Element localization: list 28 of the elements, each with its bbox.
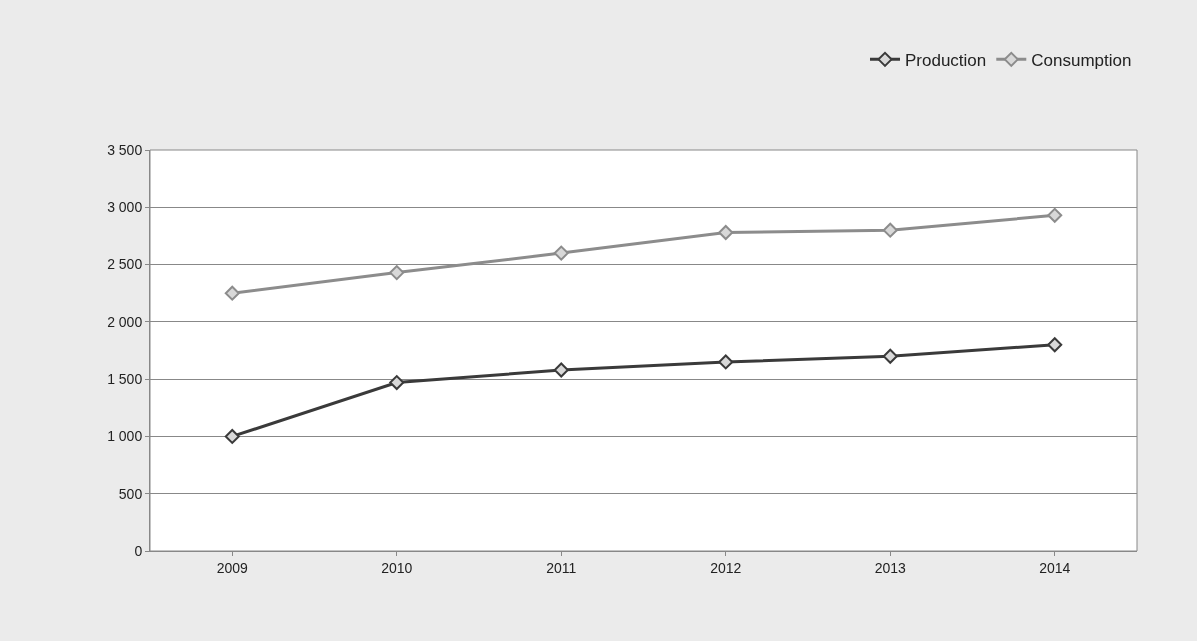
x-tick-label: 2011: [546, 559, 577, 576]
y-tick-label: 3 000: [107, 199, 143, 216]
legend-label: Production: [905, 51, 987, 70]
legend-label: Consumption: [1031, 51, 1132, 70]
point: [224, 285, 240, 301]
point: [718, 224, 734, 240]
x-tick-label: 2010: [381, 559, 413, 576]
point: [389, 375, 405, 391]
y-tick-label: 2 500: [107, 256, 143, 273]
point: [718, 354, 734, 370]
point: [224, 428, 240, 444]
y-tick-label: 2 000: [107, 313, 143, 330]
x-tick-label: 2009: [216, 559, 249, 576]
point: [389, 265, 405, 281]
point: [1047, 337, 1063, 353]
y-tick-label: 1 500: [107, 371, 143, 388]
y-tick-label: 3 500: [107, 141, 143, 158]
point: [553, 362, 569, 378]
y-tick-label: 1 000: [107, 428, 143, 445]
x-tick-label: 2012: [710, 559, 742, 576]
point: [1047, 207, 1063, 223]
y-tick-label: 500: [118, 485, 143, 502]
point: [882, 348, 898, 364]
point: [553, 245, 569, 261]
x-tick-label: 2014: [1039, 559, 1071, 576]
y-tick-label: 0: [134, 542, 143, 559]
point: [882, 222, 898, 238]
x-tick-label: 2013: [874, 559, 907, 576]
